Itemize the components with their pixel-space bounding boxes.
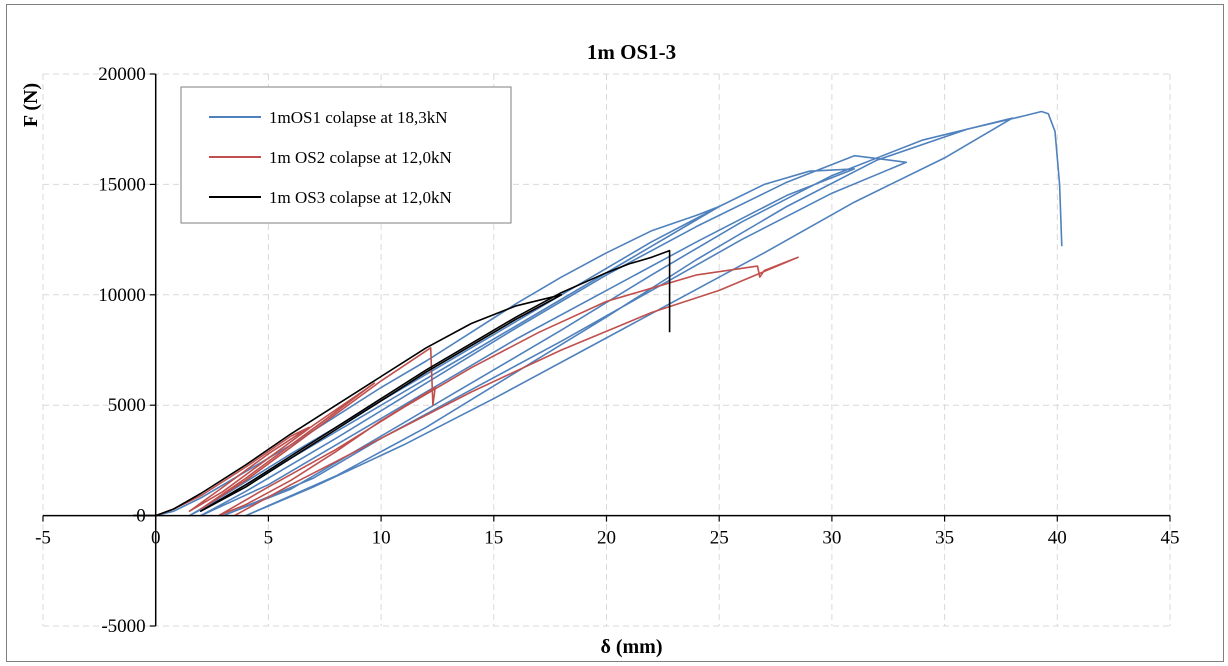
series-line-1	[133, 110, 1063, 517]
x-tick-label: 35	[935, 528, 954, 549]
x-tick-label: 20	[597, 528, 616, 549]
y-tick-label: 5000	[108, 395, 146, 416]
x-tick-label: 15	[484, 528, 503, 549]
x-tick-label: 45	[1161, 528, 1180, 549]
y-tick-label: -5000	[101, 616, 145, 637]
x-tick-label: 5	[264, 528, 274, 549]
x-tick-label: 30	[822, 528, 841, 549]
legend-label-3: 1m OS3 colapse at 12,0kN	[269, 188, 452, 207]
x-tick-label: 0	[151, 528, 161, 549]
y-tick-label: 15000	[98, 174, 146, 195]
axis-layer: -5 0 5 10 15 20 25 30 35 40 45 -5000 0 5000 10000 15000…	[35, 64, 1179, 637]
series-line-3	[133, 249, 671, 517]
y-tick-label: 10000	[98, 285, 146, 306]
x-tick-label: -5	[35, 528, 51, 549]
x-tick-label: 25	[710, 528, 729, 549]
series-layer	[133, 110, 1063, 517]
chart-svg: -5 0 5 10 15 20 25 30 35 40 45 -5000 0 5000 10000 15000…	[20, 40, 1180, 658]
x-tick-label: 10	[372, 528, 391, 549]
y-axis-title: F (N)	[20, 83, 42, 127]
legend-label-1: 1mOS1 colapse at 18,3kN	[269, 108, 447, 127]
chart-title: 1m OS1-3	[587, 40, 676, 64]
y-tick-label: 20000	[98, 64, 146, 85]
legend: 1mOS1 colapse at 18,3kN 1m OS2 colapse at…	[180, 86, 512, 224]
chart-frame: -5 0 5 10 15 20 25 30 35 40 45 -5000 0 5000 10000 15000…	[6, 4, 1224, 662]
x-axis-title: δ (mm)	[600, 636, 662, 658]
legend-label-2: 1m OS2 colapse at 12,0kN	[269, 148, 452, 167]
y-tick-label: 0	[136, 506, 146, 527]
x-tick-label: 40	[1048, 528, 1067, 549]
series-line-2	[133, 256, 799, 517]
legend-box	[180, 86, 512, 224]
